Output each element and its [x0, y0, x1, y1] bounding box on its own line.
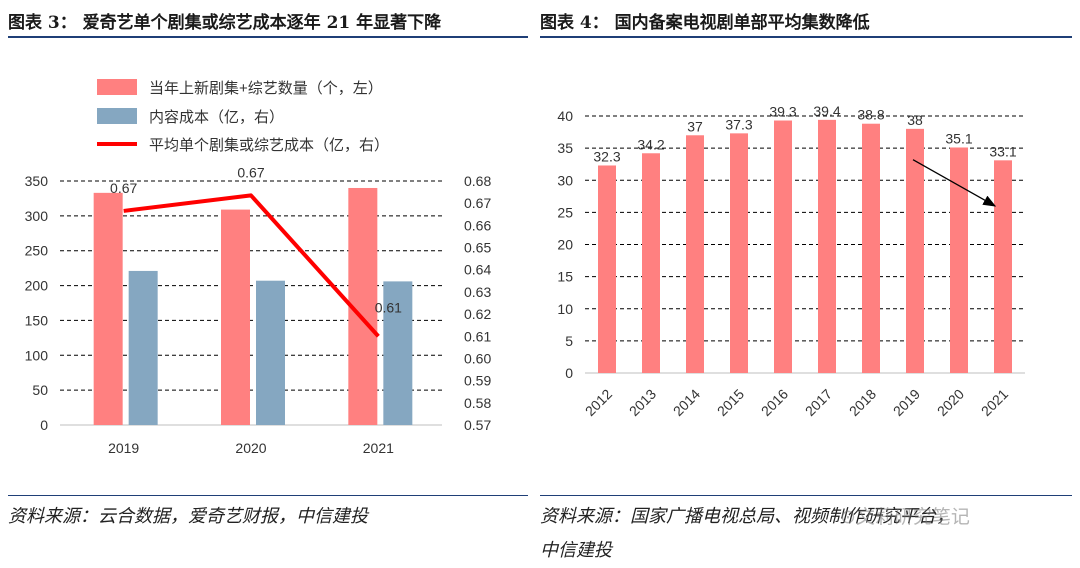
y-tick-label: 15: [557, 269, 573, 285]
watermark: ⊙文莉研究笔记: [840, 506, 970, 528]
bar-data-label: 35.1: [945, 130, 972, 146]
x-tick-label: 2018: [846, 386, 879, 419]
legend-swatch-bar: [97, 79, 137, 95]
x-tick-label: 2015: [714, 386, 747, 419]
x-tick-label: 2021: [363, 440, 394, 456]
line-data-label: 0.67: [110, 180, 137, 196]
y-right-tick-label: 0.57: [464, 417, 491, 433]
chart4-title-rule: [540, 36, 1072, 38]
y-right-tick-label: 0.62: [464, 306, 491, 322]
y-left-tick-label: 250: [25, 243, 49, 259]
x-tick-label: 2020: [235, 440, 266, 456]
legend-swatch-bar: [97, 108, 137, 124]
bar-episodes: [642, 153, 660, 373]
bar-data-label: 37.3: [725, 116, 752, 132]
y-tick-label: 0: [565, 365, 573, 381]
y-tick-label: 25: [557, 204, 573, 220]
bar-episodes: [730, 133, 748, 373]
y-left-tick-label: 150: [25, 312, 49, 328]
bar-episodes: [862, 123, 880, 374]
y-tick-label: 20: [557, 237, 573, 253]
x-tick-label: 2019: [108, 440, 139, 456]
y-right-tick-label: 0.68: [464, 173, 491, 189]
y-right-tick-label: 0.64: [464, 262, 491, 278]
bar-episodes: [774, 120, 792, 373]
bar-episodes: [598, 165, 616, 373]
y-tick-label: 35: [557, 140, 573, 156]
trend-arrow: [912, 159, 997, 207]
y-left-tick-label: 300: [25, 208, 49, 224]
bar-data-label: 39.3: [769, 103, 796, 119]
bar-episodes: [906, 128, 924, 373]
bar-data-label: 34.2: [637, 136, 664, 152]
chart3-title: 图表 3： 爱奇艺单个剧集或综艺成本逐年 21 年显著下降: [8, 13, 442, 33]
chart3-title-rule: [8, 36, 528, 38]
y-left-tick-label: 50: [32, 382, 48, 398]
chart3-source-rule: [8, 495, 528, 496]
bar-episodes: [818, 119, 836, 373]
line-data-label: 0.67: [237, 164, 264, 180]
x-tick-label: 2019: [890, 386, 923, 419]
bar-data-label: 38: [907, 112, 923, 128]
chart4-source-line2: 中信建投: [540, 540, 612, 561]
bar-content-cost: [383, 281, 413, 425]
y-left-tick-label: 100: [25, 347, 49, 363]
chart4-source-rule: [540, 495, 1072, 496]
x-tick-label: 2021: [978, 386, 1011, 419]
y-tick-label: 5: [565, 333, 573, 349]
y-right-tick-label: 0.60: [464, 350, 491, 366]
bar-episodes: [950, 147, 968, 373]
bar-new-titles: [93, 192, 123, 425]
y-right-tick-label: 0.63: [464, 284, 491, 300]
y-tick-label: 10: [557, 301, 573, 317]
y-right-tick-label: 0.61: [464, 328, 491, 344]
bar-episodes: [994, 160, 1012, 373]
bar-episodes: [686, 135, 704, 373]
y-right-tick-label: 0.65: [464, 240, 491, 256]
bar-data-label: 32.3: [593, 148, 620, 164]
chart4-source-line1: 资料来源：国家广播电视总局、视频制作研究平台，: [540, 506, 954, 527]
y-left-tick-label: 350: [25, 173, 49, 189]
y-right-tick-label: 0.58: [464, 395, 491, 411]
y-tick-label: 30: [557, 172, 573, 188]
x-tick-label: 2016: [758, 386, 791, 419]
y-right-tick-label: 0.67: [464, 195, 491, 211]
bar-data-label: 38.8: [857, 107, 884, 123]
bar-data-label: 37: [687, 118, 703, 134]
chart3-source: 资料来源：云合数据，爱奇艺财报，中信建投: [8, 506, 368, 527]
chart3-combo-chart: 0 50 100 150 200 250 300 350 0.57 0.58 0.59 0.60 0.6…: [25, 79, 491, 456]
x-tick-label: 2020: [934, 386, 967, 419]
bar-new-titles: [221, 209, 250, 425]
y-left-tick-label: 200: [25, 278, 49, 294]
chart4-bar-chart: 0 5 10 15 20 25 30 35 40 32.3 2012 34.2 2013 37 2014 37…: [557, 103, 1025, 419]
y-right-tick-label: 0.66: [464, 217, 491, 233]
legend-label: 平均单个剧集或综艺成本（亿，右）: [149, 137, 389, 154]
chart4-title: 图表 4： 国内备案电视剧单部平均集数降低: [540, 13, 870, 33]
y-tick-label: 40: [557, 108, 573, 124]
x-tick-label: 2017: [802, 386, 835, 419]
line-avg-cost: [123, 193, 380, 338]
bar-content-cost: [256, 280, 285, 425]
legend-label: 当年上新剧集+综艺数量（个，左）: [149, 80, 383, 97]
y-right-tick-label: 0.59: [464, 373, 491, 389]
line-data-label: 0.61: [375, 299, 402, 315]
x-tick-label: 2012: [582, 386, 615, 419]
chart4-source: 资料来源：国家广播电视总局、视频制作研究平台， 中信建投: [540, 500, 954, 568]
x-tick-label: 2013: [626, 386, 659, 419]
bar-data-label: 39.4: [813, 103, 840, 119]
bar-content-cost: [128, 270, 158, 425]
x-tick-label: 2014: [670, 386, 703, 419]
y-left-tick-label: 0: [40, 417, 48, 433]
bar-data-label: 33.1: [989, 143, 1016, 159]
legend-label: 内容成本（亿，右）: [149, 109, 284, 126]
